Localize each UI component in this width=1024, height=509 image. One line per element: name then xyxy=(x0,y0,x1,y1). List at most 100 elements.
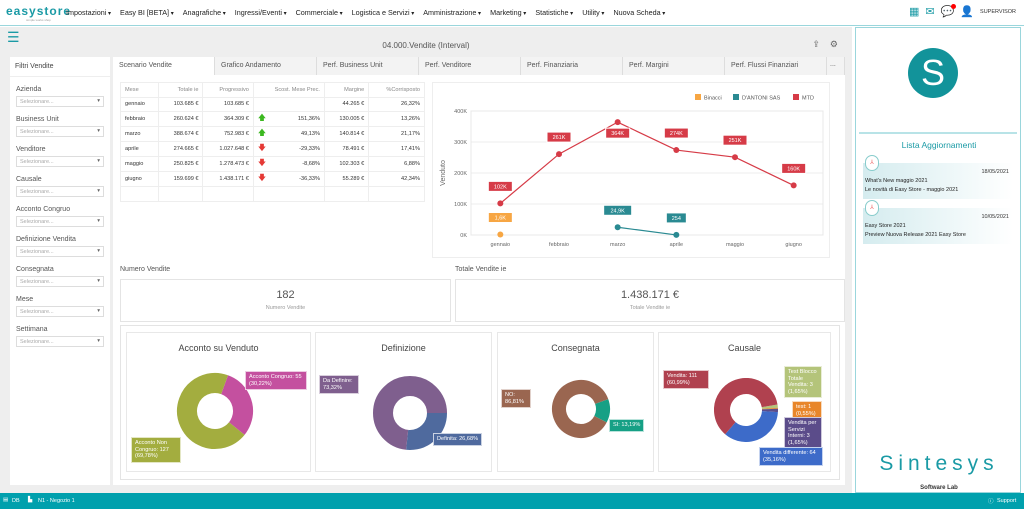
table-cell: 250.825 € xyxy=(158,156,204,172)
tab-scenario-vendite[interactable]: Scenario Vendite xyxy=(113,57,215,75)
donut-slice[interactable] xyxy=(714,378,778,442)
donut-slice[interactable] xyxy=(177,373,253,449)
data-point[interactable] xyxy=(673,231,680,238)
data-label: 274K xyxy=(670,131,683,137)
data-point[interactable] xyxy=(497,231,504,238)
update-item[interactable]: ⅄ 18/05/2021 What's New maggio 2021 Le novi… xyxy=(863,155,1013,199)
easystore-logo[interactable]: easystore simple works shop xyxy=(6,4,71,22)
menu-anagrafiche[interactable]: Anagrafiche xyxy=(183,8,226,17)
arrow-down-icon: 🡇 xyxy=(257,158,267,167)
column-header[interactable]: Margine xyxy=(323,82,370,98)
filter-label: Azienda xyxy=(16,86,42,93)
table-cell: -8,68% xyxy=(278,156,325,172)
data-label-box xyxy=(665,212,687,224)
share-icon[interactable]: ⇪ xyxy=(812,39,820,49)
menu-marketing[interactable]: Marketing xyxy=(490,8,526,17)
data-point[interactable] xyxy=(556,151,562,158)
filter-select[interactable]: Selezionare... xyxy=(16,126,104,137)
filter-select[interactable]: Selezionare... xyxy=(16,96,104,107)
menu-ingressi-eventi[interactable]: Ingressi/Eventi xyxy=(235,8,287,17)
table-cell: 752.983 € xyxy=(202,126,254,142)
column-header[interactable]: Totale ie xyxy=(158,82,204,98)
menu-statistiche[interactable]: Statistiche xyxy=(535,8,573,17)
data-point[interactable] xyxy=(673,147,680,154)
filter-select[interactable]: Selezionare... xyxy=(16,276,104,287)
donut-slice[interactable] xyxy=(552,380,610,438)
data-label: 160K xyxy=(787,166,800,172)
column-header[interactable]: Mese xyxy=(119,82,160,98)
user-menu[interactable]: SUPERVISOR xyxy=(980,8,1016,15)
data-label: 24,9K xyxy=(610,208,625,214)
filter-select[interactable]: Selezionare... xyxy=(16,336,104,347)
column-header[interactable]: Progressivo xyxy=(202,82,254,98)
legend-label[interactable]: D'ANTONI SAS xyxy=(742,96,781,102)
calendar-icon[interactable]: ▦ xyxy=(909,6,920,18)
chart-title: Acconto su Venduto xyxy=(178,343,259,353)
menu-nuova-scheda[interactable]: Nuova Scheda xyxy=(613,8,665,17)
filter-select[interactable]: Selezionare... xyxy=(16,306,104,317)
more-tabs-button[interactable]: ... xyxy=(827,57,845,75)
donut-causale xyxy=(714,378,778,442)
donut-acconto xyxy=(177,373,253,449)
tab-perf-finanziaria[interactable]: Perf. Finanziaria xyxy=(521,57,623,75)
tab-bar: Scenario Vendite Grafico Andamento Perf.… xyxy=(113,57,845,75)
filter-select[interactable]: Selezionare... xyxy=(16,246,104,257)
menu-utility[interactable]: Utility xyxy=(582,8,604,17)
kpi-value: 182 xyxy=(276,289,295,301)
data-point[interactable] xyxy=(732,154,738,161)
update-item[interactable]: ⅄ 10/05/2021 Easy Store 2021 Preview Nuova … xyxy=(863,200,1013,244)
menu-logistica[interactable]: Logistica e Servizi xyxy=(352,8,415,17)
slice-label: Vendita: 111 (60,99%) xyxy=(663,370,709,389)
tab-perf-flussi-finanziari[interactable]: Perf. Flussi Finanziari xyxy=(725,57,827,75)
data-point[interactable] xyxy=(614,224,621,231)
data-point[interactable] xyxy=(614,119,621,126)
table-cell: 388.674 € xyxy=(158,126,204,142)
legend-swatch xyxy=(695,94,701,100)
legend-label[interactable]: Binacci xyxy=(704,96,722,102)
filter-select[interactable]: Selezionare... xyxy=(16,216,104,227)
table-cell: giugno xyxy=(119,171,160,187)
donut-card-acconto: Acconto su Venduto Acconto Congruo: 55 (… xyxy=(126,332,311,472)
kpi-value: 1.438.171 € xyxy=(620,289,680,301)
table-cell: 151,36% xyxy=(278,111,325,127)
tab-perf-margini[interactable]: Perf. Margini xyxy=(623,57,725,75)
filter-select[interactable]: Selezionare... xyxy=(16,156,104,167)
table-cell: 1.027.648 € xyxy=(202,141,254,157)
table-row: aprile 274.665 €1.027.648 € 🡇 -29,33% 78.491… xyxy=(119,141,425,157)
db-label[interactable]: DB xyxy=(12,498,20,504)
donut-slice[interactable] xyxy=(373,376,447,450)
hamburger-menu-icon[interactable]: ☰ xyxy=(7,29,20,45)
tab-grafico-andamento[interactable]: Grafico Andamento xyxy=(215,57,317,75)
data-point[interactable] xyxy=(497,200,504,207)
table-row: maggio 250.825 €1.278.473 € 🡇 -8,68% 102.303… xyxy=(119,156,425,172)
menu-amministrazione[interactable]: Amministrazione xyxy=(423,8,481,17)
x-tick-label: giugno xyxy=(785,242,802,248)
settings-sliders-icon[interactable]: ⚙ xyxy=(829,39,838,49)
column-header[interactable]: Scost. Mese Prec. xyxy=(252,82,325,98)
page-title: 04.000.Vendite (Interval) xyxy=(382,41,470,50)
sintesys-brand: Sintesys xyxy=(879,452,999,475)
pdf-icon: ⅄ xyxy=(865,155,879,171)
store-label[interactable]: N1 - Negozio 1 xyxy=(38,498,75,504)
menu-impostazioni[interactable]: Impostazioni xyxy=(66,8,111,17)
data-label: 364K xyxy=(611,131,624,137)
support-link[interactable]: Support xyxy=(997,498,1017,504)
column-header[interactable]: %Corrisposto xyxy=(368,82,425,98)
filter-select[interactable]: Selezionare... xyxy=(16,186,104,197)
data-point[interactable] xyxy=(790,182,797,189)
filter-label: Venditore xyxy=(16,146,46,153)
legend-label[interactable]: MTD xyxy=(802,96,814,102)
filter-label: Causale xyxy=(16,176,42,183)
data-label-box xyxy=(603,204,633,216)
tab-perf-venditore[interactable]: Perf. Venditore xyxy=(419,57,521,75)
filter-5: Definizione Vendita Selezionare... xyxy=(10,236,110,257)
mail-icon[interactable]: ✉ xyxy=(925,6,935,18)
chat-icon[interactable]: 💬 xyxy=(940,4,957,18)
user-icon[interactable]: 👤 xyxy=(960,6,975,18)
help-icon[interactable]: ⓘ xyxy=(988,499,994,505)
table-cell: 274.665 € xyxy=(158,141,204,157)
menu-easy-bi[interactable]: Easy BI [BETA] xyxy=(120,8,174,17)
arrow-down-icon: 🡇 xyxy=(257,143,267,152)
tab-perf-business-unit[interactable]: Perf. Business Unit xyxy=(317,57,419,75)
menu-commerciale[interactable]: Commerciale xyxy=(296,8,343,17)
